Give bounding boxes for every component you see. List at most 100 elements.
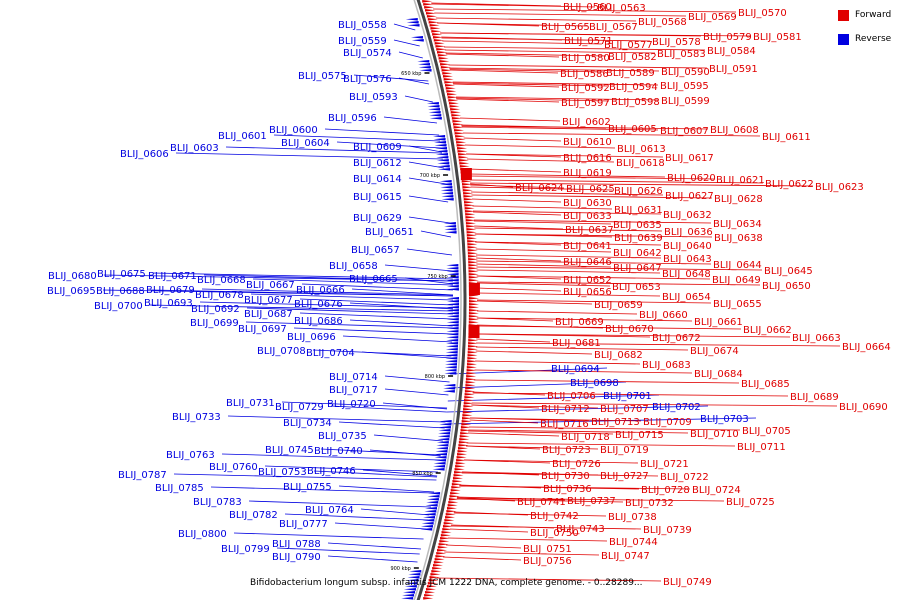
forward-gene-mark: [457, 153, 468, 156]
forward-gene-mark: [428, 579, 439, 582]
forward-gene-mark: [466, 231, 477, 234]
leader-line: [250, 293, 454, 301]
forward-gene-label: BLIJ_0637: [565, 225, 614, 236]
forward-gene-label: BLIJ_0716: [540, 419, 589, 430]
forward-gene-mark: [432, 36, 443, 39]
forward-gene-mark: [445, 87, 456, 90]
leader-line: [446, 405, 709, 413]
forward-gene-mark: [448, 102, 459, 105]
reverse-gene-mark: [446, 297, 459, 300]
reverse-gene-label: BLIJ_0714: [329, 372, 378, 383]
reverse-gene-label: BLIJ_0696: [287, 332, 336, 343]
reverse-gene-mark: [421, 522, 434, 525]
reverse-gene-mark: [438, 432, 451, 435]
reverse-gene-mark: [435, 450, 448, 453]
leader-line: [351, 288, 454, 296]
forward-gene-mark: [457, 453, 468, 456]
leader-line: [299, 312, 453, 320]
reverse-gene-mark: [441, 198, 454, 201]
forward-gene-mark: [456, 144, 467, 147]
forward-gene-mark: [435, 555, 446, 558]
leader-line: [472, 205, 613, 210]
reverse-gene-mark: [446, 312, 459, 315]
forward-gene-mark: [445, 513, 456, 516]
leader-line: [299, 298, 454, 306]
reverse-gene-label: BLIJ_0676: [294, 299, 343, 310]
forward-gene-label: BLIJ_0584: [707, 46, 756, 57]
forward-gene-mark: [464, 201, 475, 204]
forward-gene-label: BLIJ_0681: [552, 338, 601, 349]
reverse-gene-label: BLIJ_0764: [305, 505, 354, 516]
reverse-gene-mark: [436, 159, 449, 162]
forward-gene-label: BLIJ_0750: [530, 528, 579, 539]
forward-gene-mark: [452, 477, 463, 480]
forward-gene-block: [468, 325, 480, 338]
reverse-gene-label: BLIJ_0777: [279, 519, 328, 530]
forward-gene-mark: [464, 399, 475, 402]
leader-line: [476, 257, 562, 262]
forward-gene-mark: [432, 567, 443, 570]
tick-label: 650 kbp: [401, 71, 421, 77]
forward-gene-mark: [465, 384, 476, 387]
leader-line: [474, 369, 693, 374]
forward-gene-mark: [429, 576, 440, 579]
reverse-gene-label: BLIJ_0612: [353, 158, 402, 169]
forward-gene-mark: [460, 432, 471, 435]
forward-gene-mark: [431, 30, 442, 33]
reverse-gene-mark: [438, 168, 451, 171]
forward-gene-mark: [436, 48, 447, 51]
forward-gene-mark: [431, 570, 442, 573]
forward-gene-mark: [455, 138, 466, 141]
forward-gene-mark: [453, 474, 464, 477]
reverse-gene-mark: [428, 108, 441, 111]
reverse-gene-mark: [418, 63, 431, 66]
reverse-gene-mark: [404, 585, 417, 588]
forward-gene-mark: [445, 84, 456, 87]
leader-line: [203, 274, 453, 282]
leader-line: [476, 281, 761, 286]
reverse-gene-mark: [432, 468, 445, 471]
reverse-gene-label: BLIJ_0703: [700, 414, 749, 425]
reverse-gene-label: BLIJ_0606: [120, 149, 169, 160]
forward-gene-label: BLIJ_0661: [694, 317, 743, 328]
forward-gene-mark: [448, 501, 459, 504]
leader-line: [460, 117, 561, 122]
forward-gene-label: BLIJ_0639: [614, 233, 663, 244]
forward-gene-mark: [456, 141, 467, 144]
forward-gene-label: BLIJ_0628: [714, 194, 763, 205]
reverse-gene-label: BLIJ_0596: [328, 113, 377, 124]
forward-gene-label: BLIJ_0590: [661, 67, 710, 78]
forward-gene-label: BLIJ_0631: [614, 205, 663, 216]
reverse-gene-mark: [426, 102, 439, 105]
forward-gene-mark: [426, 15, 437, 18]
reverse-gene-label: BLIJ_0694: [551, 364, 600, 375]
reverse-gene-label: BLIJ_0731: [226, 398, 275, 409]
leader-line: [373, 434, 443, 442]
leader-line: [301, 283, 453, 291]
reverse-gene-mark: [446, 303, 459, 306]
reverse-gene-mark: [445, 345, 458, 348]
forward-gene-label: BLIJ_0662: [743, 325, 792, 336]
leader-line: [476, 260, 712, 265]
reverse-gene-label: BLIJ_0800: [178, 529, 227, 540]
forward-gene-label: BLIJ_0618: [616, 158, 665, 169]
forward-gene-mark: [437, 549, 448, 552]
forward-gene-mark: [467, 345, 478, 348]
forward-gene-mark: [466, 363, 477, 366]
forward-gene-label: BLIJ_0608: [710, 125, 759, 136]
reverse-gene-label: BLIJ_0574: [343, 48, 392, 59]
forward-gene-label: BLIJ_0640: [663, 241, 712, 252]
forward-gene-label: BLIJ_0743: [556, 524, 605, 535]
forward-gene-mark: [456, 456, 467, 459]
forward-gene-mark: [430, 27, 441, 30]
reverse-gene-mark: [405, 18, 418, 21]
gene-labels: BLIJ_0558BLIJ_0559BLIJ_0574BLIJ_0575BLIJ…: [47, 2, 891, 588]
reverse-gene-mark: [435, 453, 448, 456]
leader-line: [408, 145, 442, 153]
forward-gene-mark: [462, 411, 473, 414]
leader-line: [338, 421, 445, 429]
leader-line: [463, 137, 562, 142]
forward-gene-label: BLIJ_0749: [663, 577, 712, 588]
reverse-gene-mark: [425, 507, 438, 510]
leader-line: [252, 278, 453, 286]
